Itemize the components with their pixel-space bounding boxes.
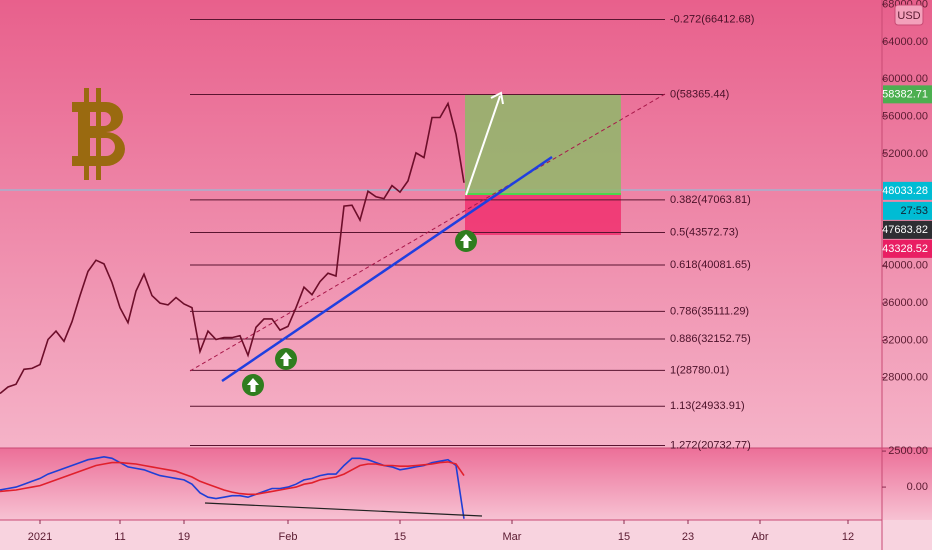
x-tick-label: 23 [682, 531, 694, 543]
up-icons [242, 230, 477, 396]
y-tick-label: 56000.00 [882, 110, 928, 122]
y-tick-label: 2500.00 [888, 445, 928, 457]
fib-label: 0.618(40081.65) [670, 259, 751, 271]
divergence-line [204, 502, 483, 517]
currency-button[interactable] [894, 4, 924, 26]
x-tick-label: 2021 [28, 531, 52, 543]
trend-line [221, 155, 553, 383]
price-tag-label: 58382.71 [882, 88, 928, 100]
oscillator [0, 455, 465, 519]
currency[interactable]: USD [897, 10, 920, 22]
fib-label: -0.272(66412.68) [670, 13, 754, 25]
x-tick-label: 12 [842, 531, 854, 543]
countdown: 27:53 [900, 205, 928, 217]
x-tick-label: 11 [114, 531, 125, 543]
fib-label: 0.786(35111.29) [670, 305, 749, 317]
y-tick-label: 32000.00 [882, 334, 928, 346]
y-tick-label: 60000.00 [882, 73, 928, 85]
x-tick-label: Mar [503, 531, 522, 543]
x-tick-label: 19 [178, 531, 190, 543]
fib-label: 1(28780.01) [670, 364, 729, 376]
price-tag-label: 47683.82 [882, 224, 928, 236]
fib-label: 1.13(24933.91) [670, 400, 745, 412]
fib-label: 0(58365.44) [670, 88, 729, 100]
target-arrow [465, 95, 501, 196]
loss-zone [465, 194, 621, 235]
x-tick-label: 15 [618, 531, 630, 543]
time-axis [0, 520, 932, 550]
fib-label: 1.272(20732.77) [670, 439, 751, 451]
y-tick-label: 40000.00 [882, 260, 928, 272]
oscillator-pane [0, 448, 932, 520]
x-tick-label: Feb [279, 531, 298, 543]
price-tag [883, 220, 932, 239]
y-tick-label: 36000.00 [882, 297, 928, 309]
price-tag-label: 48033.28 [882, 185, 928, 197]
oscillator-line [0, 461, 465, 496]
price-tag [883, 239, 932, 258]
fib-label: 0.382(47063.81) [670, 194, 751, 206]
bitcoin-logo [72, 88, 125, 180]
x-tick-label: Abr [751, 531, 768, 543]
fib-label: 0.5(43572.73) [670, 226, 739, 238]
countdown-tag [883, 201, 932, 220]
price-line [0, 101, 465, 395]
price-tag-label: 43328.52 [882, 243, 928, 255]
arrow-head [490, 91, 504, 105]
y-tick-label: 64000.00 [882, 36, 928, 48]
profit-zone [465, 94, 621, 194]
y-tick-label: 28000.00 [882, 372, 928, 384]
price-tag [883, 181, 932, 200]
fib-levels: -0.272(66412.68) 0(58365.44) 0.382(47063.8… [190, 13, 754, 451]
y-tick-label: 52000.00 [882, 148, 928, 160]
y-tick-label: 0.00 [907, 481, 928, 493]
x-tick-label: 15 [394, 531, 406, 543]
fib-label: 0.886(32152.75) [670, 333, 751, 345]
dashed-trend [189, 93, 666, 372]
price-tag [883, 85, 932, 104]
